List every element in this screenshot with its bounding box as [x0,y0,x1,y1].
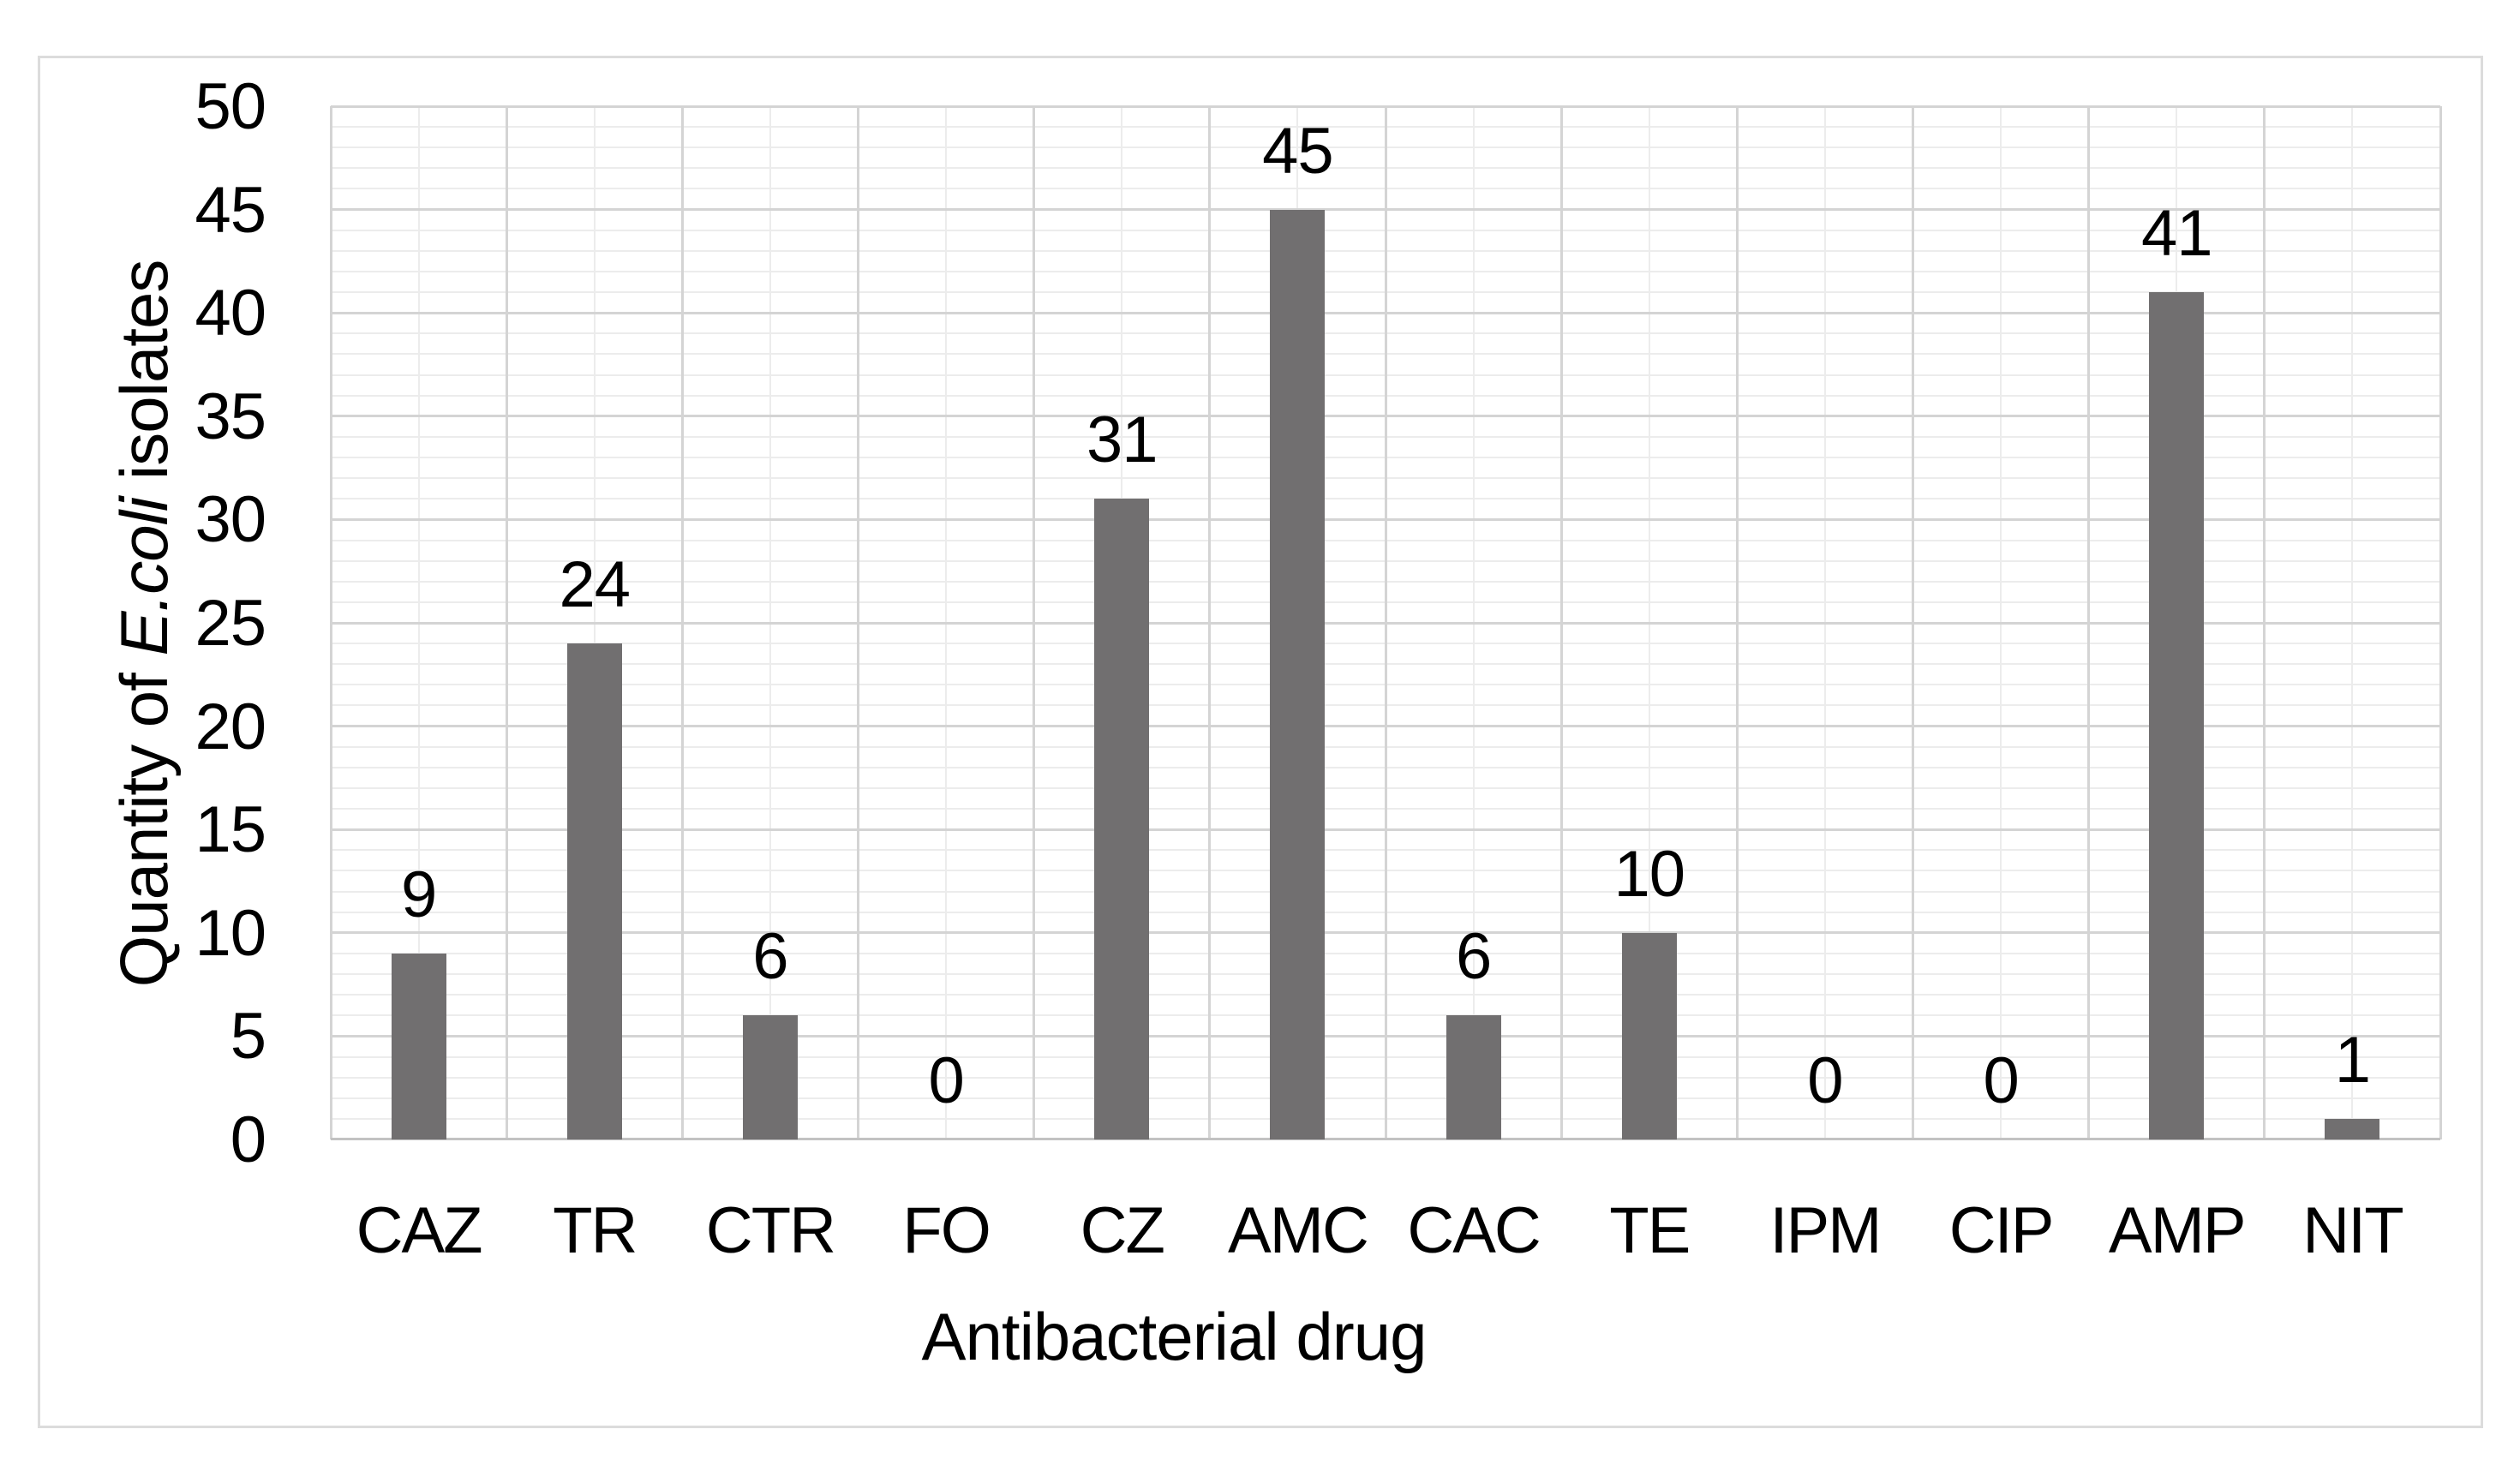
y-tick-label: 50 [195,70,266,143]
y-tick-label: 0 [230,1103,266,1176]
x-axis-title: Antibacterial drug [921,1299,1427,1374]
bar [1094,499,1150,1139]
bar [1446,1015,1501,1139]
y-tick-label: 10 [195,896,266,970]
gridline-major-v [1559,106,1563,1139]
gridline-major-v [505,106,508,1139]
bar [2325,1118,2380,1139]
x-category-label: TR [553,1194,637,1267]
x-category-label: CAC [1407,1194,1541,1267]
x-category-label: CAZ [356,1194,483,1267]
gridline-major-v [2439,106,2442,1139]
x-category-label: CZ [1080,1194,1165,1267]
gridline-major-v [2087,106,2091,1139]
y-tick-label: 15 [195,793,266,867]
y-tick-label: 5 [230,1000,266,1073]
gridline-major-v [1735,106,1739,1139]
bar-value-label: 6 [752,920,788,994]
y-tick-label: 30 [195,483,266,557]
y-tick-label: 35 [195,380,266,453]
bar [1270,209,1326,1139]
plot-area: 9 24 6 0 31 45 6 10 0 0 41 1 [329,105,2442,1140]
gridline-major-v [329,106,332,1139]
bar-value-label: 41 [2140,197,2213,271]
bar-value-label: 9 [400,858,437,931]
y-tick-label: 20 [195,690,266,763]
bar-value-label: 10 [1613,837,1685,911]
gridline-major-v [1033,106,1036,1139]
x-category-label: AMP [2108,1194,2247,1267]
bar [742,1015,798,1139]
bar-value-label: 0 [1807,1044,1843,1117]
x-category-label: NIT [2302,1194,2403,1267]
gridline-major-v [1208,106,1212,1139]
y-tick-label: 25 [195,587,266,660]
x-category-label: TE [1609,1194,1691,1267]
bar-value-label: 45 [1262,114,1334,188]
x-category-label: AMC [1227,1194,1369,1267]
gridline-major-v [1384,106,1387,1139]
x-category-label: CIP [1948,1194,2055,1267]
bar-value-label: 31 [1086,404,1158,477]
bar-value-label: 0 [1983,1044,2019,1117]
bar-value-label: 0 [928,1044,964,1117]
bar [391,953,446,1139]
bar [566,643,622,1139]
y-tick-label: 40 [195,277,266,350]
bar [1621,932,1677,1139]
bar-value-label: 1 [2334,1023,2371,1097]
gridline-major-v [857,106,859,1139]
x-category-label: CTR [705,1194,836,1267]
x-category-label: IPM [1769,1194,1882,1267]
x-axis-line [331,1138,2440,1140]
y-tick-label: 45 [195,173,266,247]
bar-value-label: 24 [559,548,631,622]
gridline-major-v [680,106,684,1139]
bar-value-label: 6 [1455,920,1492,994]
x-category-label: FO [902,1194,991,1267]
gridline-major-v [2263,106,2266,1139]
gridline-major-v [1912,106,1914,1139]
bar [2149,292,2205,1139]
